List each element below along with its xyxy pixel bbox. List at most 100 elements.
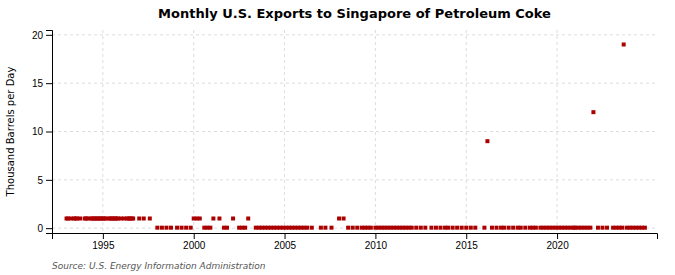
plot-area: 1995 2000 2005 2010 2015 2020 0 5 10 15 20 xyxy=(32,30,658,252)
tick-mark xyxy=(46,35,52,36)
point xyxy=(429,226,433,230)
tick-label: 2000 xyxy=(183,240,206,251)
point xyxy=(180,226,184,230)
point xyxy=(596,226,600,230)
point xyxy=(419,226,423,230)
point xyxy=(310,226,314,230)
tick-mark xyxy=(375,233,376,239)
tick-label: 1995 xyxy=(92,240,115,251)
point xyxy=(511,226,515,230)
tick-mark xyxy=(194,233,195,239)
title: Monthly U.S. Exports to Singapore of Pet… xyxy=(158,6,551,21)
point xyxy=(189,226,193,230)
axis-line xyxy=(46,31,53,234)
grid-line xyxy=(466,30,467,233)
point xyxy=(438,226,442,230)
point xyxy=(414,226,418,230)
tick: 2005 xyxy=(274,233,297,251)
tick-mark xyxy=(103,233,104,239)
point xyxy=(305,226,309,230)
point xyxy=(346,226,350,230)
tick-label: 2010 xyxy=(365,240,388,251)
annotation: Source: U.S. Energy Information Administ… xyxy=(52,261,266,271)
point xyxy=(175,226,179,230)
tick-label: 2005 xyxy=(274,240,297,251)
point xyxy=(591,110,595,114)
point xyxy=(451,226,455,230)
point xyxy=(131,217,135,221)
grid-line xyxy=(102,30,103,233)
point xyxy=(455,226,459,230)
point xyxy=(342,217,346,221)
tick: 10 xyxy=(32,126,52,137)
point xyxy=(423,226,427,230)
point xyxy=(160,226,164,230)
points xyxy=(65,43,647,230)
point xyxy=(225,226,229,230)
point xyxy=(319,226,323,230)
x-axis: 1995 2000 2005 2010 2015 2020 xyxy=(53,233,658,251)
point xyxy=(323,226,327,230)
point xyxy=(523,226,527,230)
point xyxy=(351,226,355,230)
tick: 5 xyxy=(37,175,52,186)
grid-line xyxy=(557,30,558,233)
tick-mark xyxy=(557,233,558,239)
grid-line xyxy=(52,179,657,180)
point xyxy=(605,226,609,230)
tick-label: 0 xyxy=(37,223,43,234)
point xyxy=(369,226,373,230)
tick-label: 2015 xyxy=(456,240,479,251)
grid-line xyxy=(193,30,194,233)
point xyxy=(78,217,82,221)
point xyxy=(243,226,247,230)
point xyxy=(482,226,486,230)
point xyxy=(164,226,168,230)
y-axis: 0 5 10 15 20 xyxy=(32,30,53,234)
point xyxy=(434,226,438,230)
tick-label: 15 xyxy=(32,78,44,89)
grid-line xyxy=(52,83,657,84)
tick-mark xyxy=(466,233,467,239)
point xyxy=(355,226,359,230)
tick-label: 10 xyxy=(32,126,44,137)
tick-mark xyxy=(285,233,286,239)
tick: 2000 xyxy=(183,233,206,251)
grid-line xyxy=(284,30,285,233)
tick: 2020 xyxy=(546,233,569,251)
axis-line xyxy=(53,234,658,240)
point xyxy=(622,43,626,47)
grid-line xyxy=(52,34,657,35)
point xyxy=(460,226,464,230)
tick-label: 2020 xyxy=(546,240,569,251)
tick-mark xyxy=(46,228,52,229)
tick: 15 xyxy=(32,78,52,89)
point xyxy=(410,226,414,230)
chart: 1995 2000 2005 2010 2015 2020 0 5 10 15 20 Monthly … xyxy=(0,0,675,275)
point xyxy=(469,226,473,230)
tick: 1995 xyxy=(92,233,115,251)
tick: 20 xyxy=(32,30,52,41)
tick-mark xyxy=(46,180,52,181)
point xyxy=(246,217,250,221)
tick-label: 5 xyxy=(37,175,43,186)
tick: 2015 xyxy=(456,233,479,251)
tick-mark xyxy=(46,132,52,133)
grid xyxy=(52,30,657,233)
point xyxy=(519,226,523,230)
point xyxy=(329,226,333,230)
point xyxy=(208,226,212,230)
point xyxy=(211,217,215,221)
tick: 0 xyxy=(37,223,52,234)
point xyxy=(507,226,511,230)
point xyxy=(600,226,604,230)
point xyxy=(588,226,592,230)
y-axis-label: Thousand Barrels per Day xyxy=(5,67,16,198)
point xyxy=(217,217,221,221)
point xyxy=(148,217,152,221)
point xyxy=(142,217,146,221)
point xyxy=(184,226,188,230)
point xyxy=(231,217,235,221)
point xyxy=(337,217,341,221)
tick: 2010 xyxy=(365,233,388,251)
